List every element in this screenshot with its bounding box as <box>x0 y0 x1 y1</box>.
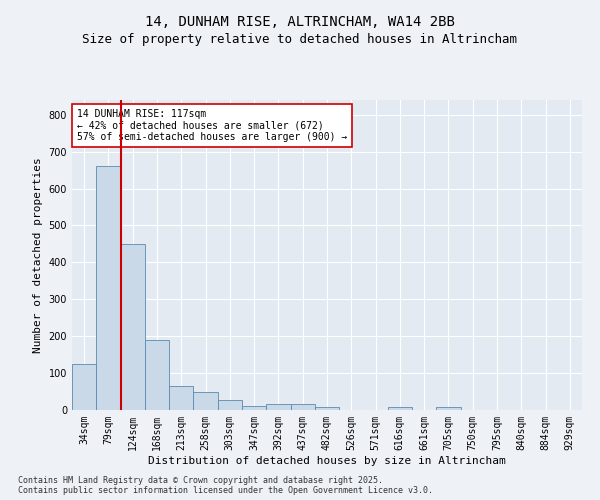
Bar <box>218 400 242 410</box>
Bar <box>145 340 169 410</box>
Bar <box>266 404 290 410</box>
Bar <box>96 166 121 410</box>
Text: Contains HM Land Registry data © Crown copyright and database right 2025.
Contai: Contains HM Land Registry data © Crown c… <box>18 476 433 495</box>
Bar <box>121 244 145 410</box>
X-axis label: Distribution of detached houses by size in Altrincham: Distribution of detached houses by size … <box>148 456 506 466</box>
Bar <box>169 386 193 410</box>
Text: 14 DUNHAM RISE: 117sqm
← 42% of detached houses are smaller (672)
57% of semi-de: 14 DUNHAM RISE: 117sqm ← 42% of detached… <box>77 110 347 142</box>
Bar <box>290 404 315 410</box>
Bar <box>315 407 339 410</box>
Bar <box>242 406 266 410</box>
Bar <box>193 392 218 410</box>
Bar <box>388 408 412 410</box>
Bar <box>436 408 461 410</box>
Bar <box>72 364 96 410</box>
Text: Size of property relative to detached houses in Altrincham: Size of property relative to detached ho… <box>83 32 517 46</box>
Y-axis label: Number of detached properties: Number of detached properties <box>33 157 43 353</box>
Text: 14, DUNHAM RISE, ALTRINCHAM, WA14 2BB: 14, DUNHAM RISE, ALTRINCHAM, WA14 2BB <box>145 15 455 29</box>
